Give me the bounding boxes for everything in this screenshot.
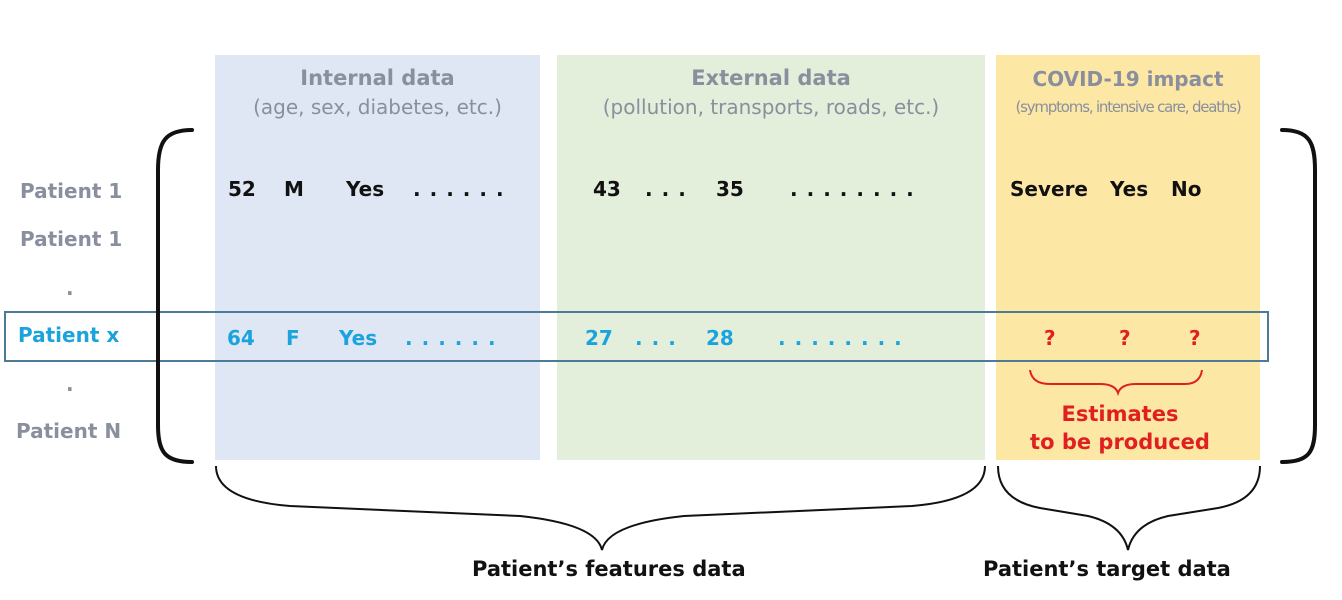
patient-x-external-value-1: 27: [585, 326, 613, 350]
matrix-right-bracket: [1280, 128, 1317, 464]
features-caption: Patient’s features data: [472, 557, 746, 581]
row-label-patient-n: Patient N: [16, 419, 122, 443]
internal-data-column: [215, 55, 540, 460]
patient-1-dots-middle: ...: [645, 177, 695, 201]
covid-impact-title: COVID-19 impact: [1032, 67, 1224, 91]
internal-data-title: Internal data: [300, 66, 455, 90]
matrix-left-bracket: [156, 128, 194, 464]
external-data-subtitle: (pollution, transports, roads, etc.): [602, 95, 940, 119]
patient-x-highlight-box: [4, 311, 1269, 362]
patient-x-death-unknown: ?: [1189, 326, 1201, 350]
patient-1-death: No: [1171, 177, 1202, 201]
patient-x-dots-middle: ...: [635, 326, 685, 350]
row-ellipsis-upper: .: [66, 276, 74, 300]
patient-1-external-value-2: 35: [716, 177, 744, 201]
row-label-patient-1: Patient 1: [20, 179, 123, 203]
patient-x-age: 64: [227, 326, 255, 350]
patient-x-sex: F: [286, 326, 300, 350]
internal-data-subtitle: (age, sex, diabetes, etc.): [253, 95, 502, 119]
features-brace: [215, 465, 986, 551]
external-data-title: External data: [691, 66, 851, 90]
patient-x-intensive-care-unknown: ?: [1119, 326, 1131, 350]
estimates-brace: [1029, 369, 1203, 397]
patient-x-dots-internal: ......: [405, 326, 505, 350]
patient-1-symptoms: Severe: [1010, 177, 1088, 201]
patient-x-dots-external: ........: [778, 326, 911, 350]
external-data-column: [557, 55, 985, 460]
patient-1-dots-internal: ......: [413, 177, 513, 201]
patient-x-diabetes: Yes: [339, 326, 378, 350]
estimates-note-line-2: to be produced: [1030, 430, 1210, 454]
patient-1-dots-external: ........: [790, 177, 923, 201]
target-brace: [997, 465, 1261, 551]
target-caption: Patient’s target data: [983, 557, 1231, 581]
row-ellipsis-lower: .: [66, 372, 74, 396]
row-label-patient-1-second: Patient 1: [20, 227, 123, 251]
patient-1-external-value-1: 43: [593, 177, 621, 201]
covid-impact-subtitle: (symptoms, intensive care, deaths): [1015, 98, 1241, 116]
patient-1-age: 52: [228, 177, 256, 201]
patient-1-sex: M: [284, 177, 304, 201]
patient-x-symptoms-unknown: ?: [1044, 326, 1056, 350]
row-label-patient-x: Patient x: [18, 323, 120, 347]
covid-impact-column: [996, 55, 1260, 460]
patient-x-external-value-2: 28: [706, 326, 734, 350]
patient-1-diabetes: Yes: [346, 177, 385, 201]
patient-1-intensive-care: Yes: [1110, 177, 1149, 201]
estimates-note-line-1: Estimates: [1061, 402, 1179, 426]
